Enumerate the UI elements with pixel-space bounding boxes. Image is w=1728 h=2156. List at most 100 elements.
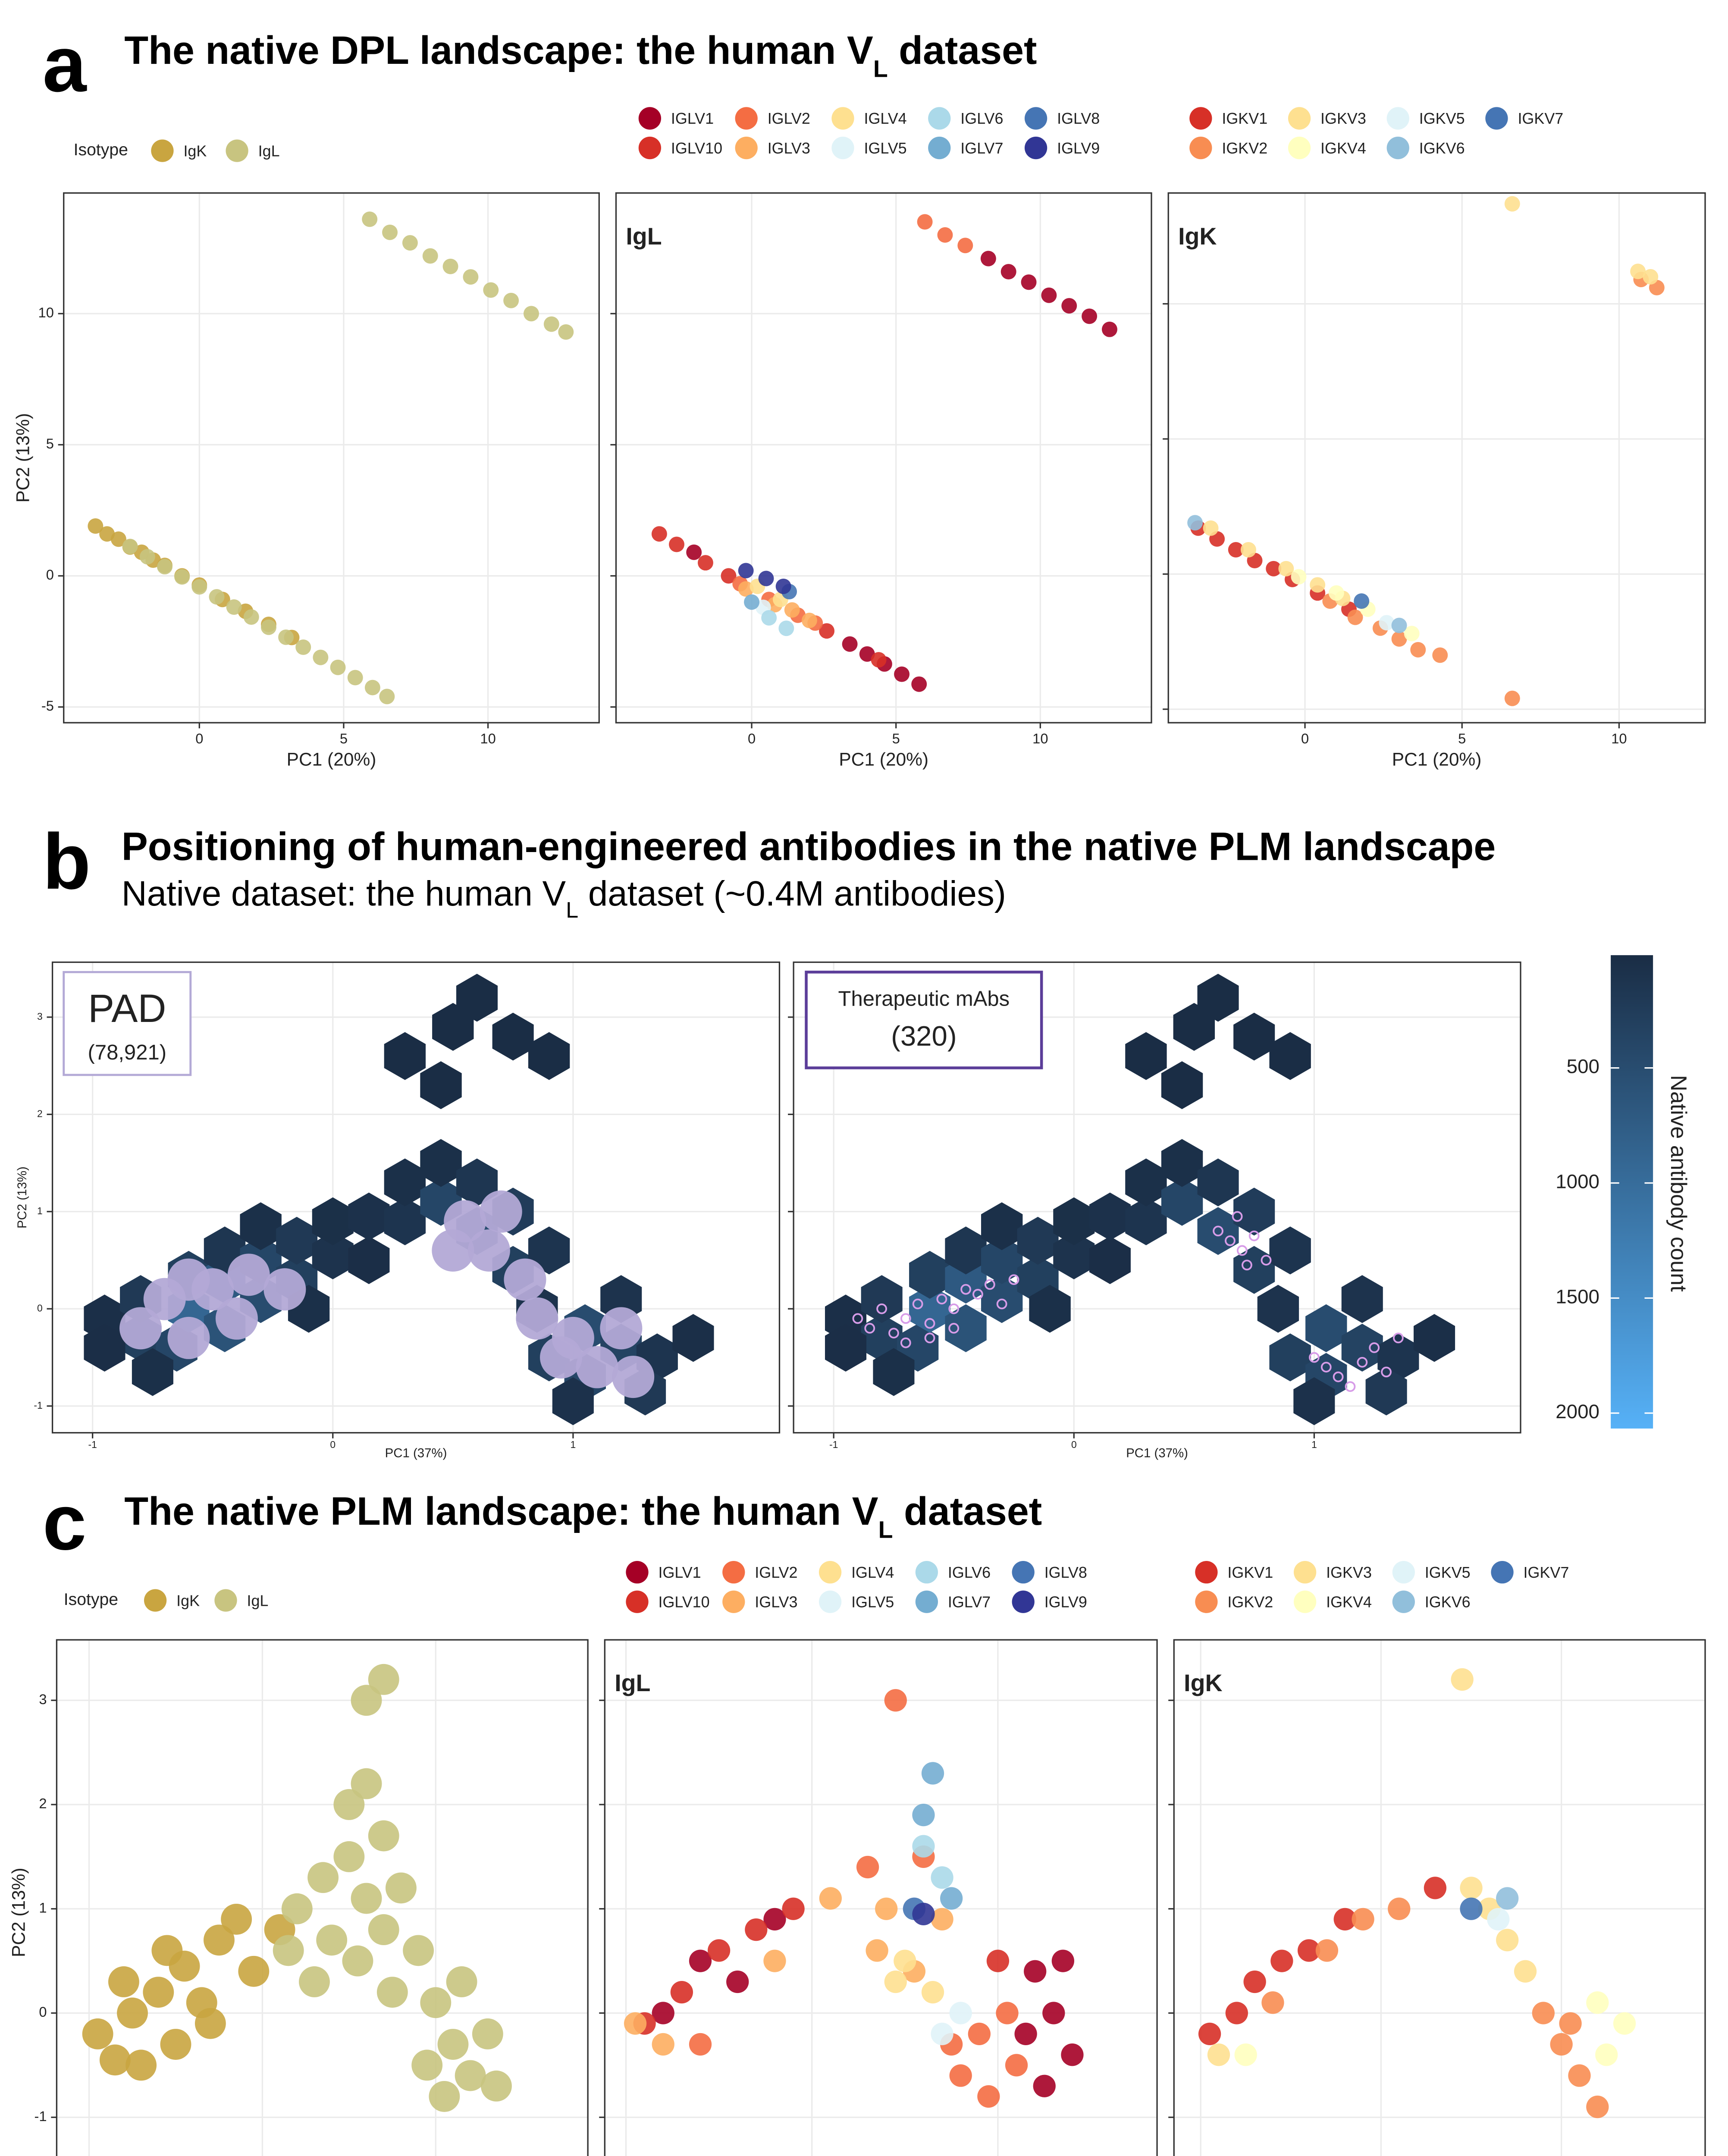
point xyxy=(884,1689,907,1712)
point xyxy=(1404,626,1420,642)
overlay-point xyxy=(119,1307,162,1350)
point xyxy=(1310,577,1326,593)
point xyxy=(1496,1929,1519,1952)
plot-frame xyxy=(1173,1639,1706,2156)
point xyxy=(368,1664,399,1695)
facet-label: IgL xyxy=(626,223,662,250)
legend-label: IgK xyxy=(176,1592,200,1609)
point xyxy=(455,2060,486,2091)
hex-cell xyxy=(1161,1139,1203,1187)
point xyxy=(1586,2095,1609,2118)
panel-letter: a xyxy=(43,20,87,108)
point xyxy=(379,689,395,705)
x-axis-label: PC1 (37%) xyxy=(1126,1446,1188,1460)
point xyxy=(1024,1960,1047,1983)
legend-label: IGKV2 xyxy=(1222,139,1267,157)
point xyxy=(226,599,242,615)
point xyxy=(669,536,684,552)
point xyxy=(1278,561,1294,577)
plot: -1 0 1 Therapeutic mAbs (320) PC1 (37%) xyxy=(788,961,1521,1460)
point xyxy=(483,282,499,298)
overlay-point xyxy=(516,1297,558,1340)
hex-cell xyxy=(1029,1285,1071,1333)
point xyxy=(686,544,702,560)
overlay-point xyxy=(864,1322,875,1334)
overlay-point xyxy=(948,1322,960,1334)
overlay-point xyxy=(167,1316,210,1359)
point xyxy=(1315,1939,1339,1962)
hex-cell xyxy=(432,1003,474,1051)
legend-marker xyxy=(1485,107,1508,130)
panel-title: Positioning of human-engineered antibodi… xyxy=(122,824,1496,868)
point xyxy=(782,1897,805,1920)
hex-cell xyxy=(1269,1226,1311,1275)
point xyxy=(117,1997,148,2029)
hex-cell xyxy=(1125,1032,1167,1080)
point xyxy=(422,248,438,264)
plot-frame xyxy=(63,192,600,724)
point xyxy=(330,659,346,675)
data-layer xyxy=(84,974,714,1426)
title-subscript: L xyxy=(873,55,888,82)
hex-cell xyxy=(1269,1032,1311,1080)
hex-cell xyxy=(1233,1246,1275,1294)
overlay-point xyxy=(227,1253,270,1296)
title-part: dataset xyxy=(888,28,1037,72)
point xyxy=(446,1966,477,1997)
point xyxy=(351,1883,382,1914)
hex-cell xyxy=(1305,1304,1347,1352)
point xyxy=(204,1924,235,1956)
y-axis-label: PC2 (13%) xyxy=(15,1166,29,1228)
point xyxy=(1207,2043,1230,2066)
overlay-point xyxy=(1309,1352,1320,1363)
hex-cell xyxy=(1414,1314,1455,1362)
point xyxy=(382,224,398,240)
point xyxy=(931,1908,953,1931)
legend-label: IGLV8 xyxy=(1057,110,1100,127)
hex-cell xyxy=(1161,1061,1203,1109)
point xyxy=(1187,515,1203,531)
legend-marker xyxy=(226,139,248,162)
hex-cell xyxy=(1125,1158,1167,1206)
legend-label: IGLV1 xyxy=(658,1564,701,1581)
point xyxy=(937,227,953,243)
panel-subtitle: Native dataset: the human VL dataset (~0… xyxy=(122,874,1006,923)
overlay-point xyxy=(1393,1332,1404,1344)
hex-cell xyxy=(420,1139,462,1187)
point xyxy=(1391,631,1407,647)
legend-marker xyxy=(1024,107,1047,130)
y-tick-label: 10 xyxy=(38,304,54,320)
data-layer xyxy=(825,974,1455,1426)
hex-cell xyxy=(861,1275,903,1323)
point xyxy=(1005,2054,1028,2077)
title-part: The native PLM landscape: the human V xyxy=(124,1489,878,1533)
point xyxy=(921,1981,944,2004)
hex-cell xyxy=(276,1216,318,1265)
legend-marker xyxy=(819,1590,842,1613)
legend-marker xyxy=(1012,1590,1035,1613)
point xyxy=(1328,585,1344,601)
point xyxy=(82,2018,113,2049)
y-tick-label: 0 xyxy=(46,567,54,583)
annotation-text: (78,921) xyxy=(88,1041,167,1064)
point xyxy=(1203,520,1219,536)
overlay-point xyxy=(1248,1230,1260,1241)
point xyxy=(894,1949,916,1972)
point xyxy=(763,1949,786,1972)
point xyxy=(1586,1991,1609,2014)
title-subscript: L xyxy=(878,1516,893,1543)
annotation-text: PAD xyxy=(88,987,166,1031)
point xyxy=(1061,2043,1084,2066)
hex-cell xyxy=(945,1226,987,1275)
point xyxy=(1041,287,1057,303)
plot-frame xyxy=(1167,192,1706,724)
overlay-point xyxy=(876,1303,888,1314)
point xyxy=(333,1841,365,1872)
point xyxy=(463,269,479,285)
y-tick-label: 3 xyxy=(37,1011,43,1022)
data-layer xyxy=(1198,1668,1636,2118)
legend-label: IGLV4 xyxy=(864,110,907,127)
legend-label: IGKV2 xyxy=(1227,1593,1273,1611)
hex-cell xyxy=(1233,1012,1275,1061)
legend-marker xyxy=(928,107,951,130)
